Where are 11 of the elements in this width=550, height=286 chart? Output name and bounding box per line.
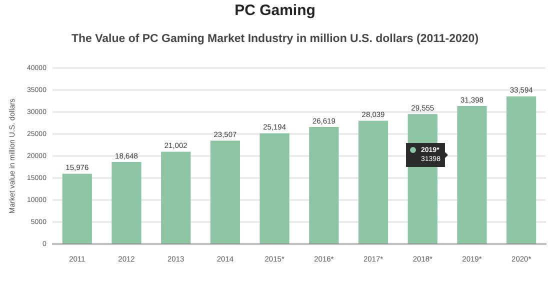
bar [506, 96, 536, 244]
bar [62, 174, 92, 244]
chart-title: PC Gaming [234, 2, 316, 19]
bar [210, 140, 240, 244]
bar [161, 152, 191, 244]
bar [112, 162, 142, 244]
chart-subtitle: The Value of PC Gaming Market Industry in million U.S. dollars (2011-2020) [70, 33, 480, 45]
bar [309, 127, 339, 244]
bar [457, 106, 487, 244]
bar [358, 120, 388, 244]
bar [260, 133, 290, 244]
